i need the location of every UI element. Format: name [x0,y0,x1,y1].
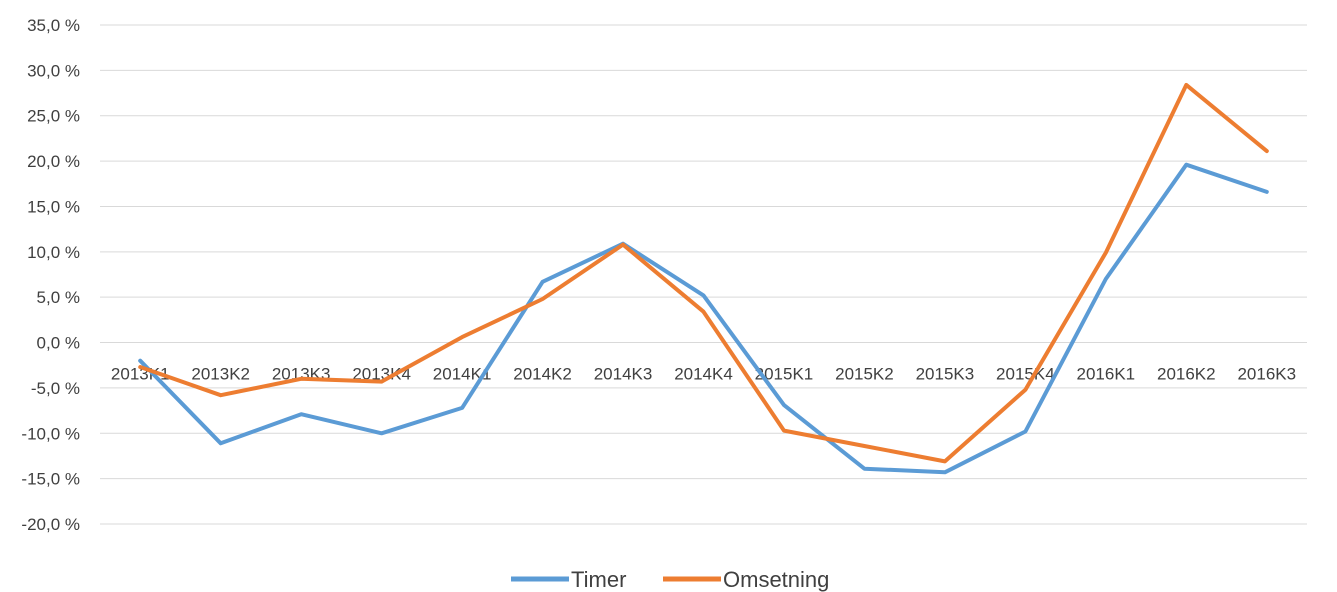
x-tick-label: 2013K4 [352,365,411,384]
series-line-timer [138,162,1269,475]
x-tick-label: 2014K3 [594,365,653,384]
x-tick-label: 2016K1 [1077,365,1136,384]
legend-label-omsetning: Omsetning [723,567,829,592]
y-tick-label: 0,0 % [37,334,80,353]
y-tick-label: 25,0 % [27,107,80,126]
series-lines [138,82,1269,475]
x-axis-tick-labels: 2013K1 2013K2 2013K3 2013K4 2014K1 2014K2 2014… [111,365,1296,384]
legend: Timer Omsetning [511,567,829,592]
y-tick-label: -15,0 % [21,470,80,489]
y-tick-label: -5,0 % [31,379,80,398]
x-tick-label: 2014K1 [433,365,492,384]
x-tick-label: 2015K4 [996,365,1055,384]
x-tick-label: 2014K4 [674,365,733,384]
x-tick-label: 2016K2 [1157,365,1216,384]
series-line-omsetning [138,82,1269,464]
y-tick-label: 30,0 % [27,61,80,80]
legend-label-timer: Timer [571,567,626,592]
y-axis-tick-labels: 35,0 % 30,0 % 25,0 % 20,0 % 15,0 % 10,0 % 5,0 … [21,16,80,534]
x-tick-label: 2015K1 [755,365,814,384]
x-tick-label: 2013K1 [111,365,170,384]
x-tick-label: 2015K3 [916,365,975,384]
x-tick-label: 2016K3 [1237,365,1296,384]
x-tick-label: 2015K2 [835,365,894,384]
y-tick-label: 35,0 % [27,16,80,35]
x-tick-label: 2013K2 [191,365,250,384]
y-tick-label: 5,0 % [37,288,80,307]
y-tick-label: 15,0 % [27,197,80,216]
y-tick-label: -10,0 % [21,424,80,443]
y-tick-label: 20,0 % [27,152,80,171]
x-tick-label: 2014K2 [513,365,572,384]
y-tick-label: 10,0 % [27,243,80,262]
y-tick-label: -20,0 % [21,515,80,534]
gridlines [100,24,1307,525]
